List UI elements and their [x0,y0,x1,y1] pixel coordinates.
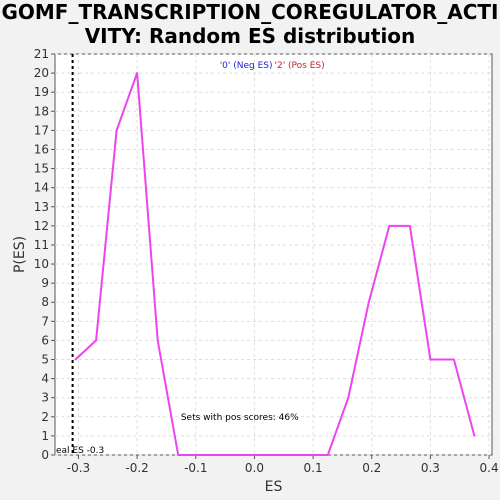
series-point [74,358,77,361]
y-tick-label: 14 [34,181,49,195]
series-point [306,454,309,456]
series-line [74,72,476,456]
series-point [156,339,159,342]
plot-area [54,53,493,456]
x-axis-label: ES [265,479,283,495]
y-tick-label: 0 [41,448,49,462]
series-point [259,454,262,456]
pos-scores-annotation: Sets with pos scores: 46% [181,413,299,423]
series-point [282,454,285,456]
y-tick-label: 20 [34,66,49,80]
y-tick-label: 11 [34,238,49,252]
y-tick-label: 1 [41,429,49,443]
series-point [409,225,411,227]
x-axis-ticks: -0.3 -0.2 -0.1 0.0 0.1 0.2 0.3 0.4 [67,455,499,475]
legend-pos-es: '2' (Pos ES) [275,61,325,71]
y-tick-label: 15 [34,162,49,176]
y-tick-label: 17 [34,123,49,137]
y-tick-label: 16 [34,142,49,156]
series-point [326,454,329,456]
y-tick-label: 3 [41,391,49,405]
y-tick-label: 12 [34,219,49,233]
y-tick-label: 5 [41,353,49,367]
series-point [218,454,221,456]
series-point [115,129,118,132]
y-tick-label: 13 [34,200,49,214]
x-tick-label: -0.3 [67,461,90,475]
x-tick-label: 0.2 [362,461,381,475]
y-tick-label: 4 [41,372,49,386]
y-tick-label: 10 [34,257,49,271]
y-axis-label: P(ES) [12,236,28,273]
y-tick-label: 7 [41,314,49,328]
series-point [388,225,391,227]
series-point [197,454,200,456]
chart-title-line-2: VITY: Random ES distribution [84,24,416,48]
series-point [238,454,241,456]
y-tick-label: 6 [41,333,49,347]
series-point [136,72,138,74]
series-point [473,435,476,437]
series-group [74,72,476,456]
x-tick-label: 0.1 [304,461,323,475]
series-point [95,339,97,342]
y-tick-label: 9 [41,276,49,290]
series-point [347,396,350,399]
series-point [429,358,432,361]
y-tick-label: 18 [34,104,49,118]
grid-lines [55,53,492,456]
y-tick-label: 8 [41,295,49,309]
x-tick-label: -0.1 [184,461,207,475]
series-point [368,301,370,304]
y-tick-label: 19 [34,85,49,99]
legend-neg-es: '0' (Neg ES) [220,61,273,71]
series-point [453,358,455,361]
x-tick-label: 0.3 [421,461,440,475]
x-tick-label: 0.0 [245,461,264,475]
y-tick-label: 21 [34,47,49,61]
chart-title: GOMF_TRANSCRIPTION_COREGULATOR_ACTI VITY… [0,0,500,48]
y-tick-label: 2 [41,410,49,424]
x-tick-label: -0.2 [125,461,148,475]
chart-title-line-1: GOMF_TRANSCRIPTION_COREGULATOR_ACTI [1,0,499,24]
x-tick-label: 0.4 [480,461,499,475]
series-point [177,454,179,456]
real-es-label: eal ES -0.3 [56,446,104,456]
